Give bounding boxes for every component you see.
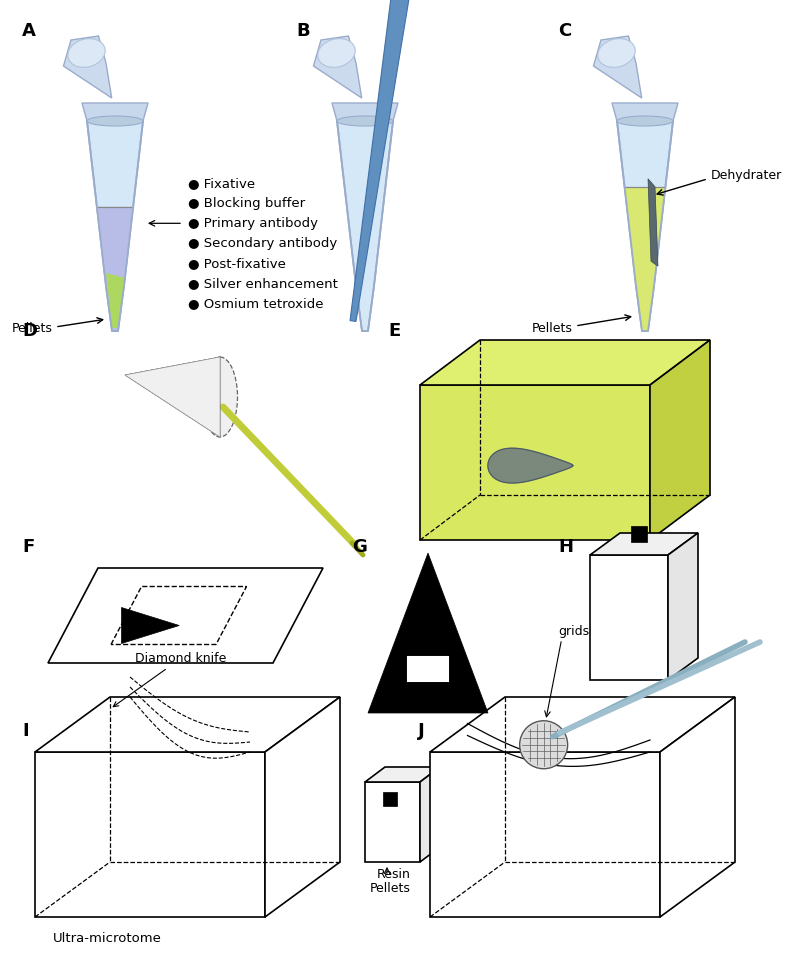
- Polygon shape: [82, 103, 148, 121]
- Polygon shape: [430, 752, 660, 917]
- Text: Pellets: Pellets: [370, 882, 410, 895]
- Bar: [383, 792, 397, 806]
- Polygon shape: [660, 697, 735, 917]
- Polygon shape: [430, 697, 735, 752]
- Text: E: E: [388, 322, 400, 340]
- Polygon shape: [488, 448, 573, 483]
- Text: grids: grids: [559, 625, 590, 638]
- Ellipse shape: [87, 116, 143, 126]
- Text: ● Fixative: ● Fixative: [188, 178, 255, 190]
- Polygon shape: [590, 555, 668, 680]
- Text: G: G: [352, 538, 367, 556]
- Ellipse shape: [67, 39, 105, 67]
- Bar: [631, 526, 647, 542]
- Text: Pellets: Pellets: [532, 321, 573, 335]
- Ellipse shape: [318, 39, 355, 67]
- Text: Ultra-microtome: Ultra-microtome: [53, 932, 162, 945]
- Text: C: C: [558, 22, 571, 40]
- Polygon shape: [97, 207, 133, 331]
- Text: Dehydrater: Dehydrater: [711, 169, 782, 182]
- Circle shape: [519, 720, 568, 769]
- Ellipse shape: [202, 357, 237, 437]
- Bar: [408, 657, 448, 681]
- Polygon shape: [337, 121, 393, 331]
- Text: ● Osmium tetroxide: ● Osmium tetroxide: [188, 298, 323, 310]
- Polygon shape: [625, 187, 665, 331]
- Text: ● Post-fixative: ● Post-fixative: [188, 258, 286, 270]
- Text: Pellets: Pellets: [12, 322, 53, 336]
- Polygon shape: [125, 357, 220, 437]
- Text: Diamond knife: Diamond knife: [114, 652, 226, 707]
- Polygon shape: [350, 0, 409, 321]
- Polygon shape: [332, 103, 398, 121]
- Polygon shape: [617, 121, 673, 331]
- Text: J: J: [418, 722, 425, 740]
- Text: ● Secondary antibody: ● Secondary antibody: [188, 237, 337, 250]
- Polygon shape: [106, 273, 125, 328]
- Text: Resin: Resin: [377, 868, 410, 881]
- Polygon shape: [265, 697, 340, 917]
- Polygon shape: [420, 340, 710, 385]
- Text: D: D: [22, 322, 37, 340]
- Polygon shape: [612, 103, 678, 121]
- Polygon shape: [64, 36, 112, 98]
- Text: I: I: [22, 722, 29, 740]
- Polygon shape: [365, 782, 420, 862]
- Text: F: F: [22, 538, 34, 556]
- Polygon shape: [420, 385, 650, 540]
- Polygon shape: [590, 533, 698, 555]
- Text: ● Blocking buffer: ● Blocking buffer: [188, 197, 305, 210]
- Polygon shape: [593, 36, 642, 98]
- Ellipse shape: [617, 116, 673, 126]
- Ellipse shape: [337, 116, 393, 126]
- Polygon shape: [87, 121, 143, 331]
- Polygon shape: [48, 568, 323, 663]
- Text: ● Silver enhancement: ● Silver enhancement: [188, 277, 338, 290]
- Text: ● Primary antibody: ● Primary antibody: [188, 218, 318, 230]
- Polygon shape: [365, 767, 440, 782]
- Text: H: H: [558, 538, 573, 556]
- Polygon shape: [420, 767, 440, 862]
- Ellipse shape: [598, 39, 635, 67]
- Polygon shape: [121, 607, 179, 643]
- Text: B: B: [296, 22, 310, 40]
- Polygon shape: [35, 752, 265, 917]
- Polygon shape: [368, 553, 488, 713]
- Text: A: A: [22, 22, 36, 40]
- Polygon shape: [650, 340, 710, 540]
- Polygon shape: [125, 357, 220, 437]
- Polygon shape: [648, 179, 658, 266]
- Polygon shape: [35, 697, 340, 752]
- Polygon shape: [668, 533, 698, 680]
- Polygon shape: [314, 36, 362, 98]
